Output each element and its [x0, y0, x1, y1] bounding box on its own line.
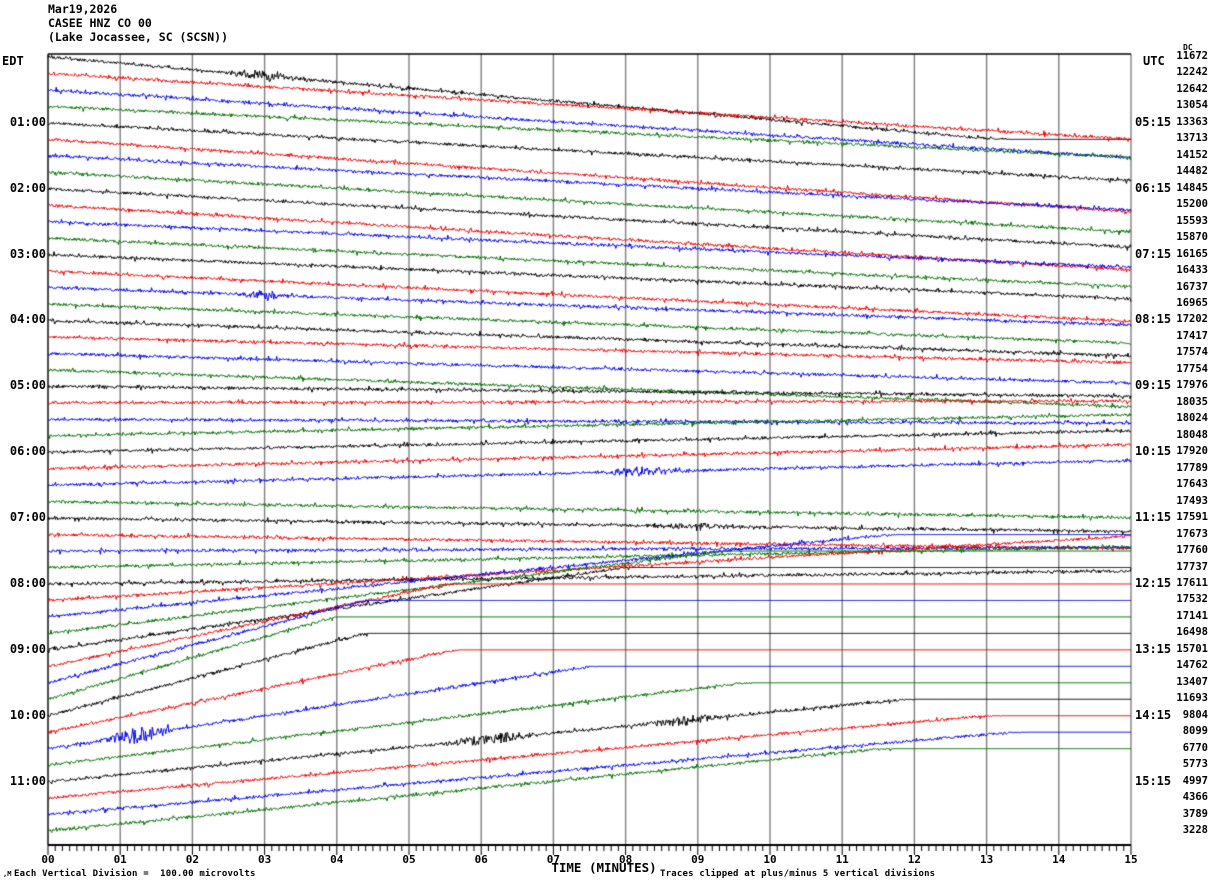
x-axis-tick-label: 13 — [979, 853, 994, 866]
dc-value: 17754 — [1176, 362, 1208, 375]
dc-value: 17591 — [1176, 511, 1208, 524]
dc-value: 18024 — [1176, 412, 1208, 425]
left-time-label: 06:00 — [9, 444, 46, 459]
dc-value: 17611 — [1176, 576, 1208, 589]
dc-value: 17673 — [1176, 527, 1208, 540]
corner-mark: ,M — [3, 870, 12, 878]
dc-value: 17493 — [1176, 494, 1208, 507]
dc-value: 14845 — [1176, 181, 1208, 194]
dc-value: 17760 — [1176, 544, 1208, 557]
x-axis-tick-label: 07 — [546, 853, 561, 866]
dc-value: 15593 — [1176, 214, 1208, 227]
footer-clipping-note: Traces clipped at plus/minus 5 vertical … — [660, 869, 936, 879]
footer-vertical-division-note: Each Vertical Division = 100.00 microvol… — [14, 869, 256, 879]
dc-value: 9804 — [1182, 708, 1208, 721]
dc-value: 17202 — [1176, 313, 1208, 326]
dc-value: 12242 — [1176, 66, 1208, 79]
dc-value: 4997 — [1182, 774, 1208, 787]
left-time-label: 11:00 — [9, 773, 46, 788]
x-axis-tick-label: 08 — [618, 853, 633, 866]
x-axis-tick-label: 04 — [330, 853, 344, 866]
dc-value: 14762 — [1176, 659, 1208, 672]
x-axis-tick-label: 12 — [907, 853, 922, 866]
dc-value: 15701 — [1176, 642, 1208, 655]
dc-value: 17417 — [1176, 329, 1208, 342]
dc-value: 3789 — [1182, 807, 1208, 820]
dc-value: 14482 — [1176, 165, 1208, 178]
dc-value: 5773 — [1182, 758, 1208, 771]
right-axis-head-utc: UTC — [1143, 54, 1165, 68]
left-time-label: 10:00 — [9, 707, 46, 722]
dc-value: 17737 — [1176, 560, 1208, 573]
x-axis-tick-label: 00 — [41, 853, 55, 866]
right-time-label: 11:15 — [1135, 510, 1172, 525]
right-time-label: 14:15 — [1135, 707, 1172, 722]
left-time-label: 01:00 — [9, 114, 46, 129]
dc-value: 8099 — [1182, 725, 1208, 738]
right-time-label: 10:15 — [1135, 444, 1172, 459]
dc-value: 16965 — [1176, 297, 1208, 310]
dc-value: 17574 — [1176, 346, 1208, 359]
left-time-label: 08:00 — [9, 575, 46, 590]
x-axis-tick-label: 15 — [1124, 853, 1138, 866]
dc-value: 17643 — [1176, 478, 1208, 491]
dc-column-head: DC — [1183, 43, 1193, 52]
x-axis-tick-label: 14 — [1052, 853, 1066, 866]
dc-value: 15200 — [1176, 198, 1208, 211]
left-time-label: 05:00 — [9, 378, 46, 393]
left-time-label: 02:00 — [9, 180, 46, 195]
dc-value: 18048 — [1176, 428, 1208, 441]
dc-value: 12642 — [1176, 82, 1208, 95]
left-time-label: 04:00 — [9, 312, 46, 327]
dc-value: 15870 — [1176, 231, 1208, 244]
dc-value: 6770 — [1182, 741, 1208, 754]
dc-value: 17532 — [1176, 593, 1208, 606]
left-axis-head-edt: EDT — [2, 54, 24, 68]
dc-value: 14152 — [1176, 148, 1208, 161]
right-time-label: 15:15 — [1135, 773, 1172, 788]
dc-value: 13054 — [1176, 99, 1208, 112]
dc-value: 16498 — [1176, 626, 1208, 639]
dc-value: 13363 — [1176, 115, 1208, 128]
x-axis-tick-label: 02 — [185, 853, 200, 866]
dc-value: 13713 — [1176, 132, 1208, 145]
dc-value: 17141 — [1176, 609, 1208, 622]
x-axis-tick-label: 06 — [474, 853, 488, 866]
left-time-label: 09:00 — [9, 641, 46, 656]
dc-value: 3228 — [1182, 824, 1208, 836]
x-axis-tick-label: 01 — [113, 853, 127, 866]
x-axis-tick-label: 09 — [691, 853, 705, 866]
right-time-label: 05:15 — [1135, 114, 1172, 129]
right-time-label: 07:15 — [1135, 246, 1172, 261]
left-time-label: 07:00 — [9, 510, 46, 525]
right-time-label: 06:15 — [1135, 180, 1172, 195]
x-axis-tick-label: 05 — [402, 853, 416, 866]
x-axis-tick-label: 11 — [835, 853, 849, 866]
dc-value: 16433 — [1176, 264, 1208, 277]
plot-title-location: (Lake Jocassee, SC (SCSN)) — [48, 30, 229, 44]
right-time-label: 12:15 — [1135, 575, 1172, 590]
left-time-label: 03:00 — [9, 246, 46, 261]
dc-value: 17976 — [1176, 379, 1208, 392]
dc-value: 17920 — [1176, 445, 1208, 458]
dc-value: 16737 — [1176, 280, 1208, 293]
right-time-label: 09:15 — [1135, 378, 1172, 393]
dc-value: 17789 — [1176, 461, 1208, 474]
x-axis-tick-label: 03 — [257, 853, 272, 866]
dc-value: 11672 — [1176, 50, 1208, 62]
dc-value: 11693 — [1176, 692, 1208, 705]
dc-value: 13407 — [1176, 675, 1208, 688]
right-time-label: 13:15 — [1135, 641, 1172, 656]
dc-value: 4366 — [1182, 791, 1208, 804]
dc-value: 18035 — [1176, 395, 1208, 408]
x-axis-title: TIME (MINUTES) — [551, 860, 657, 875]
plot-title-date: Mar19,2026 — [48, 2, 118, 16]
x-axis-tick-label: 10 — [763, 853, 777, 866]
plot-title-station: CASEE HNZ CO 00 — [48, 16, 152, 30]
right-time-label: 08:15 — [1135, 312, 1172, 327]
dc-value: 16165 — [1176, 247, 1208, 260]
